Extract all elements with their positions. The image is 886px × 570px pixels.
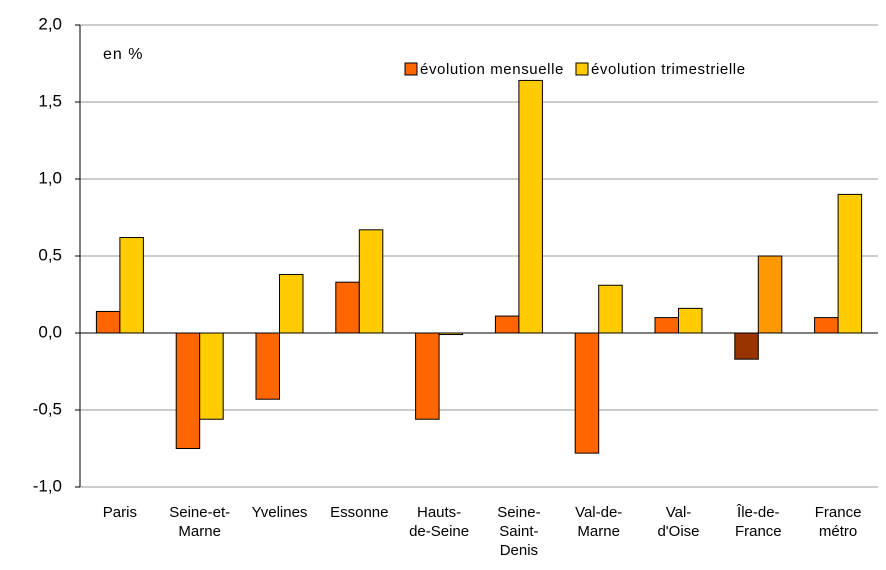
x-tick-label: Val- d'Oise — [657, 504, 700, 540]
bar — [598, 284, 623, 334]
y-tick-label: 1,0 — [38, 168, 62, 187]
bar — [654, 317, 679, 334]
y-tick-label: -0,5 — [33, 399, 62, 418]
x-tick-label: Essonne — [330, 504, 389, 521]
bar — [119, 237, 144, 334]
x-tick-label: Val-de- Marne — [575, 504, 623, 540]
bar — [734, 332, 759, 360]
legend-swatch — [404, 62, 418, 76]
legend-label: évolution mensuelle — [420, 61, 564, 78]
x-tick-label: Seine- Saint- Denis — [497, 504, 541, 559]
bar — [255, 332, 280, 400]
x-tick-label: France métro — [814, 504, 862, 540]
bar — [175, 332, 201, 449]
bar — [199, 332, 224, 420]
bar — [95, 310, 121, 334]
x-tick-label: Seine-et- Marne — [169, 504, 231, 540]
bar — [574, 332, 600, 454]
bar — [415, 332, 440, 420]
x-tick-label: Hauts- de-Seine — [409, 504, 470, 540]
bar — [518, 79, 543, 334]
x-tick-label: Paris — [102, 504, 137, 521]
annotation: en % — [103, 46, 143, 63]
bar — [335, 281, 360, 334]
y-tick-label: 0,5 — [38, 245, 62, 264]
y-tick-label: 2,0 — [38, 14, 62, 33]
x-tick-label: Île-de- France — [734, 504, 782, 540]
bar — [494, 315, 520, 334]
y-tick-label: 0,0 — [38, 322, 62, 341]
bar — [358, 229, 384, 334]
y-tick-label: -1,0 — [33, 476, 62, 495]
bar — [837, 193, 863, 334]
legend-swatch — [575, 62, 589, 76]
bar — [757, 255, 783, 334]
x-tick-label: Yvelines — [251, 504, 308, 521]
legend-label: évolution trimestrielle — [591, 61, 746, 78]
y-tick-label: 1,5 — [38, 91, 62, 110]
bar — [678, 307, 703, 334]
bar — [814, 317, 839, 334]
bar — [279, 273, 304, 334]
